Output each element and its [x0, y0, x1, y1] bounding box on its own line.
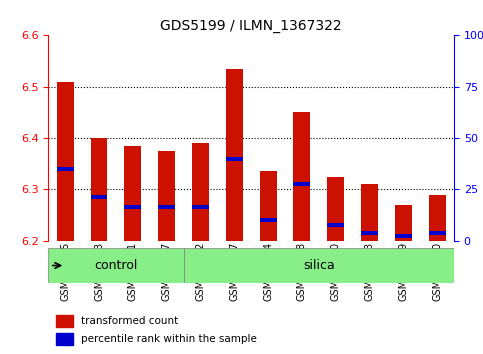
Bar — [184, 248, 454, 283]
Bar — [192, 205, 209, 210]
Bar — [91, 195, 108, 199]
Bar — [57, 81, 74, 241]
Text: silica: silica — [303, 259, 335, 272]
Bar — [125, 146, 142, 241]
Bar — [428, 194, 445, 241]
Bar — [125, 205, 142, 210]
Bar — [57, 167, 74, 171]
Bar — [57, 333, 72, 345]
Bar — [260, 171, 276, 241]
Bar — [327, 223, 344, 227]
Bar — [260, 218, 276, 222]
Text: transformed count: transformed count — [81, 316, 178, 326]
Bar — [91, 138, 108, 241]
Bar — [57, 315, 72, 327]
Bar — [361, 231, 378, 235]
Bar — [48, 248, 184, 283]
Bar — [158, 151, 175, 241]
Bar — [226, 69, 242, 241]
Bar — [327, 177, 344, 241]
Bar — [226, 156, 242, 161]
Bar — [294, 182, 311, 186]
Title: GDS5199 / ILMN_1367322: GDS5199 / ILMN_1367322 — [160, 19, 342, 33]
Bar — [294, 112, 311, 241]
Bar — [361, 184, 378, 241]
Text: control: control — [94, 259, 138, 272]
Text: percentile rank within the sample: percentile rank within the sample — [81, 334, 256, 344]
Bar — [192, 143, 209, 241]
Bar — [158, 205, 175, 210]
Bar — [395, 205, 412, 241]
Bar — [395, 234, 412, 238]
Bar — [428, 231, 445, 235]
